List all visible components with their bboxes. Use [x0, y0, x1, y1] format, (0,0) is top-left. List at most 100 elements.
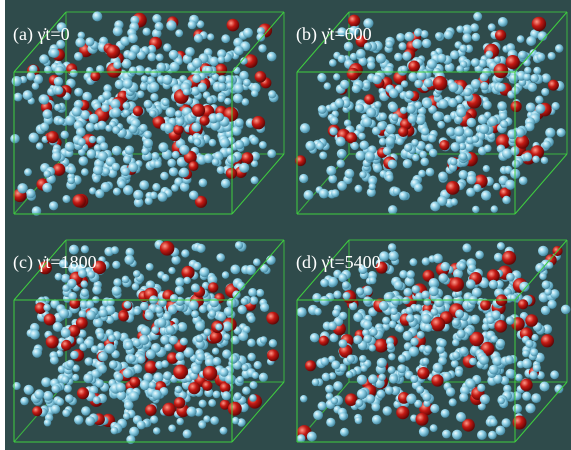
blue-particle: [213, 357, 222, 366]
blue-particle: [526, 36, 536, 46]
red-particle: [90, 71, 100, 81]
blue-particle: [143, 138, 153, 148]
blue-particle: [81, 168, 89, 176]
red-particle: [200, 116, 210, 126]
red-particle: [433, 76, 448, 91]
blue-particle: [464, 128, 473, 137]
red-particle: [189, 161, 199, 171]
blue-particle: [246, 265, 256, 275]
red-particle: [133, 106, 143, 116]
blue-particle: [55, 273, 63, 281]
blue-particle: [140, 326, 150, 336]
blue-particle: [542, 140, 551, 149]
blue-particle: [140, 302, 149, 311]
blue-particle: [451, 142, 461, 152]
panel-label: (d) γ̇t=5400: [296, 252, 381, 273]
blue-particle: [484, 112, 491, 119]
blue-particle: [314, 308, 322, 316]
blue-particle: [70, 351, 78, 359]
blue-particle: [430, 404, 439, 413]
red-particle: [494, 63, 509, 78]
blue-particle: [400, 107, 407, 114]
blue-particle: [424, 78, 433, 87]
blue-particle: [391, 114, 398, 121]
blue-particle: [183, 88, 190, 95]
red-particle: [47, 131, 59, 143]
blue-particle: [193, 262, 201, 270]
red-particle: [202, 381, 212, 391]
blue-particle: [331, 117, 339, 125]
blue-particle: [235, 118, 244, 127]
blue-particle: [299, 174, 308, 183]
blue-particle: [221, 34, 230, 43]
blue-particle: [195, 335, 203, 343]
blue-particle: [96, 332, 104, 340]
blue-particle: [36, 142, 43, 149]
blue-particle: [86, 123, 95, 132]
blue-particle: [406, 314, 414, 322]
blue-particle: [321, 357, 330, 366]
blue-particle: [339, 312, 347, 320]
blue-particle: [357, 375, 367, 385]
blue-particle: [316, 142, 324, 150]
blue-particle: [123, 155, 131, 163]
blue-particle: [248, 288, 257, 297]
blue-particle: [169, 336, 178, 345]
blue-particle: [428, 134, 437, 143]
blue-particle: [185, 47, 195, 57]
blue-particle: [215, 323, 222, 330]
blue-particle: [519, 282, 529, 292]
blue-particle: [111, 246, 119, 254]
blue-particle: [494, 253, 503, 262]
red-particle: [61, 340, 72, 351]
blue-particle: [416, 116, 426, 126]
red-particle: [494, 320, 507, 333]
blue-particle: [97, 364, 107, 374]
blue-particle: [213, 391, 221, 399]
blue-particle: [422, 39, 431, 48]
blue-particle: [224, 98, 231, 105]
blue-particle: [63, 195, 71, 203]
blue-particle: [369, 344, 376, 351]
blue-particle: [459, 393, 468, 402]
blue-particle: [379, 112, 387, 120]
blue-particle: [166, 325, 175, 334]
blue-particle: [212, 158, 220, 166]
red-particle: [398, 127, 408, 137]
blue-particle: [247, 353, 255, 361]
blue-particle: [377, 121, 386, 130]
blue-particle: [523, 152, 532, 161]
blue-particle: [155, 22, 164, 31]
red-particle: [130, 377, 141, 388]
red-particle: [252, 116, 265, 129]
blue-particle: [156, 63, 166, 73]
blue-particle: [387, 342, 395, 350]
blue-particle: [107, 298, 115, 306]
red-particle: [431, 317, 445, 331]
blue-particle: [39, 54, 49, 64]
blue-particle: [356, 399, 364, 407]
blue-particle: [404, 32, 414, 42]
red-particle: [502, 251, 516, 265]
blue-particle: [61, 328, 71, 338]
blue-particle: [518, 51, 527, 60]
blue-particle: [388, 243, 396, 251]
blue-particle: [95, 189, 104, 198]
blue-particle: [145, 197, 153, 205]
blue-particle: [222, 349, 231, 358]
blue-particle: [332, 309, 340, 317]
blue-particle: [416, 386, 424, 394]
blue-particle: [166, 107, 176, 117]
blue-particle: [267, 149, 276, 158]
blue-particle: [149, 110, 156, 117]
blue-particle: [377, 390, 386, 399]
blue-particle: [494, 56, 501, 63]
red-particle: [408, 61, 420, 73]
blue-particle: [102, 168, 110, 176]
blue-particle: [480, 73, 489, 82]
blue-particle: [498, 17, 508, 27]
blue-particle: [487, 316, 495, 324]
blue-particle: [414, 183, 423, 192]
blue-particle: [376, 53, 386, 63]
blue-particle: [417, 331, 425, 339]
